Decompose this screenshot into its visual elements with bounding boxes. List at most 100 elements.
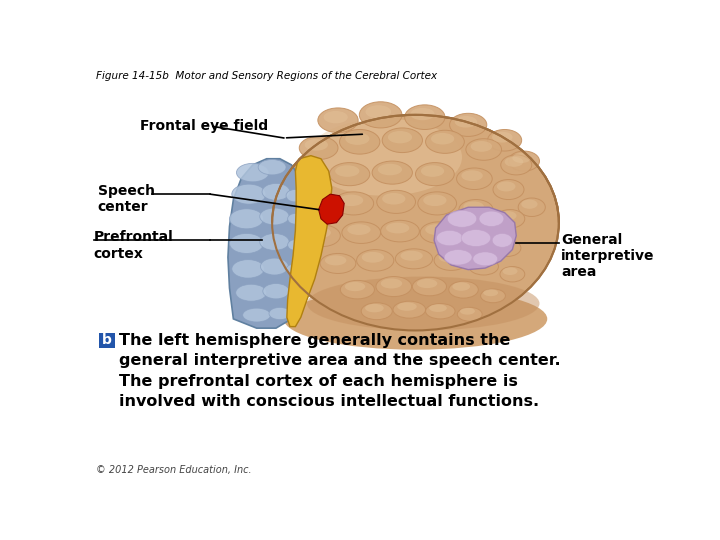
Ellipse shape [263,284,289,299]
Ellipse shape [464,201,484,212]
Ellipse shape [287,240,303,251]
Ellipse shape [310,227,331,238]
Polygon shape [287,156,332,327]
Ellipse shape [417,279,437,288]
Ellipse shape [459,200,493,220]
Ellipse shape [230,209,264,229]
Ellipse shape [381,220,419,242]
Polygon shape [434,207,516,269]
Ellipse shape [418,192,456,215]
Ellipse shape [410,108,435,120]
Ellipse shape [426,303,455,319]
Ellipse shape [423,194,446,206]
Ellipse shape [365,304,384,312]
Ellipse shape [307,276,539,330]
Ellipse shape [457,307,482,321]
Ellipse shape [382,193,405,205]
Ellipse shape [426,224,448,235]
Ellipse shape [292,168,330,190]
Ellipse shape [262,184,290,200]
Ellipse shape [500,267,525,282]
Text: Speech
center: Speech center [98,184,155,214]
Ellipse shape [382,128,423,153]
Text: General
interpretive
area: General interpretive area [561,233,654,279]
Ellipse shape [232,184,266,204]
Ellipse shape [359,102,402,128]
Ellipse shape [320,253,356,273]
Ellipse shape [479,211,504,226]
Ellipse shape [333,192,374,215]
Ellipse shape [464,231,483,241]
Ellipse shape [260,233,289,251]
Ellipse shape [347,224,371,235]
Ellipse shape [393,301,426,318]
Ellipse shape [413,278,446,296]
Ellipse shape [452,282,470,291]
Ellipse shape [258,159,286,175]
Ellipse shape [297,170,320,181]
Ellipse shape [287,213,303,224]
Ellipse shape [397,302,417,311]
Ellipse shape [455,116,477,127]
Ellipse shape [325,255,346,265]
Ellipse shape [487,130,522,151]
Ellipse shape [471,141,492,152]
Ellipse shape [459,229,492,249]
Ellipse shape [405,105,445,130]
Ellipse shape [356,249,394,271]
Ellipse shape [272,115,559,330]
Ellipse shape [230,233,264,253]
Ellipse shape [261,258,289,275]
Ellipse shape [381,279,402,288]
Ellipse shape [372,161,413,184]
Ellipse shape [499,211,516,220]
Ellipse shape [361,303,392,320]
Ellipse shape [518,198,545,217]
Ellipse shape [296,197,333,218]
Ellipse shape [508,151,539,171]
Ellipse shape [466,139,502,160]
Ellipse shape [493,179,524,200]
Ellipse shape [469,258,498,275]
Ellipse shape [376,276,412,296]
Ellipse shape [346,132,369,145]
Ellipse shape [426,130,464,153]
Ellipse shape [395,249,433,269]
Ellipse shape [377,190,415,213]
Ellipse shape [449,281,478,298]
Ellipse shape [449,113,487,137]
Ellipse shape [513,153,531,163]
Ellipse shape [361,252,384,262]
Ellipse shape [323,111,348,123]
Ellipse shape [473,252,498,266]
Polygon shape [228,159,303,328]
Ellipse shape [438,252,459,262]
Ellipse shape [481,289,505,303]
Ellipse shape [500,155,532,175]
Ellipse shape [503,267,518,275]
Ellipse shape [284,288,547,350]
Polygon shape [319,194,344,224]
Ellipse shape [342,222,381,244]
Ellipse shape [434,251,468,271]
Ellipse shape [345,282,365,291]
Text: b: b [102,334,112,347]
Ellipse shape [462,170,483,181]
Ellipse shape [429,304,447,312]
Ellipse shape [243,308,271,322]
Ellipse shape [232,260,264,278]
Ellipse shape [340,130,380,154]
Ellipse shape [483,289,498,296]
Ellipse shape [497,181,516,192]
Text: Figure 14-15b  Motor and Sensory Regions of the Cerebral Cortex: Figure 14-15b Motor and Sensory Regions … [96,71,437,81]
Ellipse shape [460,308,475,315]
Ellipse shape [431,133,454,145]
Ellipse shape [339,194,364,206]
Ellipse shape [366,105,391,118]
Ellipse shape [493,240,521,256]
Ellipse shape [415,163,454,186]
Ellipse shape [495,210,525,228]
Ellipse shape [305,139,328,151]
Ellipse shape [436,231,463,246]
Ellipse shape [420,222,457,244]
